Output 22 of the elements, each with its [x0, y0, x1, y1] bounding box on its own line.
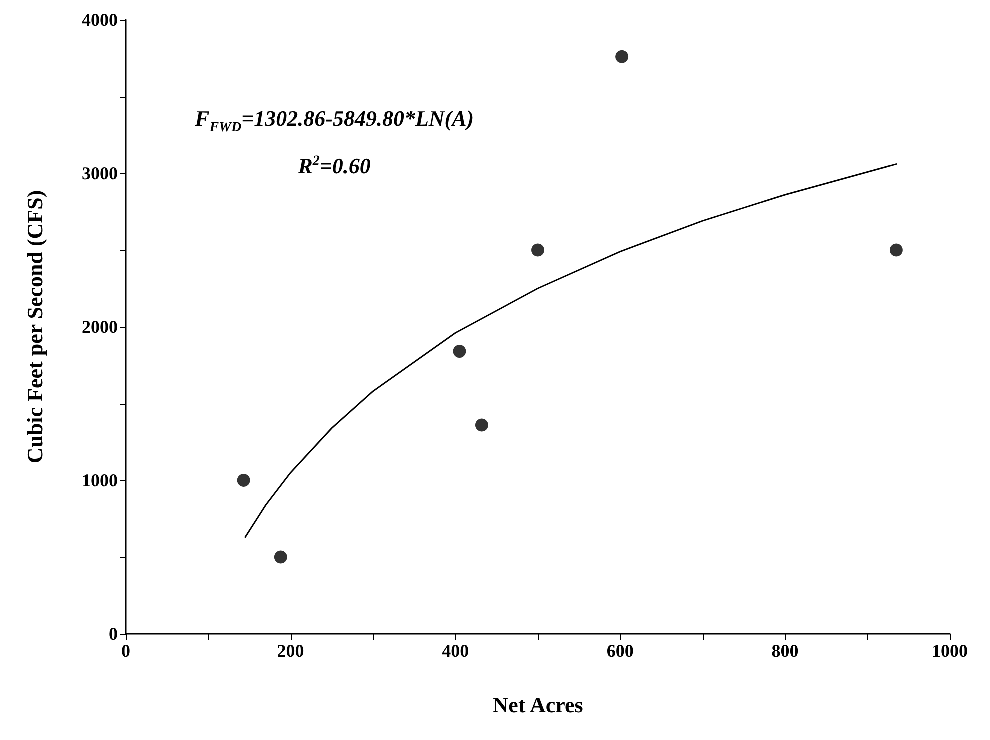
x-axis-title: Net Acres: [492, 692, 584, 718]
x-tick-label: 600: [606, 641, 634, 661]
x-tick-label: 400: [442, 641, 470, 661]
x-tick-label: 800: [772, 641, 799, 661]
point: [453, 345, 466, 358]
y-tick-label: 0: [109, 624, 118, 644]
y-tick-label: 4000: [82, 10, 118, 30]
x-tick-label: 1000: [932, 641, 968, 661]
y-tick-label: 3000: [82, 164, 118, 184]
y-tick-label: 1000: [82, 470, 118, 490]
point: [532, 244, 544, 257]
point: [475, 418, 488, 432]
point: [274, 550, 288, 564]
point: [890, 244, 903, 257]
y-tick-label: 2000: [82, 317, 118, 337]
annotation: F$_{FWD}$=1302.86-5849.80*LN(A): [195, 105, 474, 138]
annotation: R$^{2}$=0.60: [297, 152, 372, 181]
point: [237, 474, 250, 487]
x-tick-label: 0: [122, 641, 130, 661]
y-axis-title: Cubic Feet per Second (CFS): [22, 190, 48, 464]
x-tick-label: 200: [277, 641, 304, 661]
point: [616, 50, 629, 64]
